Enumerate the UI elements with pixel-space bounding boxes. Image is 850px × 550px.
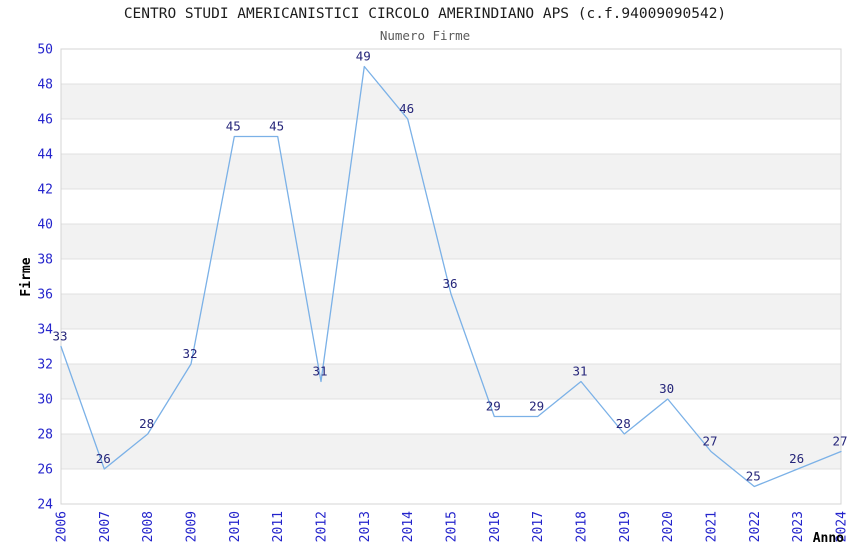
point-label: 28 xyxy=(139,416,154,431)
chart-title: CENTRO STUDI AMERICANISTICI CIRCOLO AMER… xyxy=(123,6,727,22)
x-tick-label: 2010 xyxy=(228,511,243,542)
point-label: 45 xyxy=(226,119,241,134)
y-band xyxy=(61,154,841,189)
y-tick-label: 42 xyxy=(37,183,53,198)
y-band xyxy=(61,84,841,119)
x-tick-label: 2017 xyxy=(531,511,546,542)
x-tick-label: 2013 xyxy=(358,511,373,542)
x-tick-label: 2014 xyxy=(401,511,416,542)
point-label: 30 xyxy=(659,381,674,396)
x-tick-label: 2022 xyxy=(748,511,763,542)
y-tick-label: 30 xyxy=(37,393,53,408)
x-tick-label: 2007 xyxy=(98,511,113,542)
x-tick-label: 2019 xyxy=(618,511,633,542)
plot-area xyxy=(61,49,841,504)
x-tick-label: 2018 xyxy=(575,511,590,542)
point-label: 29 xyxy=(529,399,544,414)
point-label: 46 xyxy=(399,101,414,116)
point-label: 25 xyxy=(746,469,761,484)
y-tick-label: 38 xyxy=(37,253,53,268)
y-tick-label: 46 xyxy=(37,113,53,128)
point-label: 28 xyxy=(616,416,631,431)
point-label: 31 xyxy=(312,364,327,379)
x-tick-label: 2020 xyxy=(661,511,676,542)
chart-subtitle: Numero Firme xyxy=(379,28,471,43)
point-label: 33 xyxy=(52,329,67,344)
y-tick-label: 50 xyxy=(37,43,53,58)
y-band xyxy=(61,294,841,329)
y-band xyxy=(61,224,841,259)
y-band xyxy=(61,434,841,469)
y-band xyxy=(61,364,841,399)
point-label: 31 xyxy=(572,364,587,379)
y-axis-title: Firme xyxy=(19,257,34,296)
point-label: 27 xyxy=(702,434,717,449)
point-label: 26 xyxy=(96,451,111,466)
y-tick-label: 32 xyxy=(37,358,53,373)
point-label: 36 xyxy=(442,276,457,291)
y-tick-label: 40 xyxy=(37,218,53,233)
x-tick-label: 2021 xyxy=(705,511,720,542)
y-tick-label: 28 xyxy=(37,428,53,443)
x-tick-label: 2016 xyxy=(488,511,503,542)
y-tick-label: 26 xyxy=(37,463,53,478)
y-tick-label: 44 xyxy=(37,148,53,163)
point-label: 26 xyxy=(789,451,804,466)
series-line xyxy=(60,65,842,488)
plot-border xyxy=(60,48,842,505)
x-tick-label: 2015 xyxy=(445,511,460,542)
point-label: 27 xyxy=(832,434,847,449)
x-axis-title: Anno xyxy=(813,531,844,546)
point-label: 29 xyxy=(486,399,501,414)
y-tick-label: 36 xyxy=(37,288,53,303)
y-tick-label: 48 xyxy=(37,78,53,93)
y-tick-label: 34 xyxy=(37,323,53,338)
x-tick-label: 2009 xyxy=(185,511,200,542)
x-tick-label: 2023 xyxy=(791,511,806,542)
x-tick-label: 2024 xyxy=(835,511,850,542)
x-tick-label: 2006 xyxy=(55,511,70,542)
x-tick-label: 2012 xyxy=(315,511,330,542)
y-tick-label: 24 xyxy=(37,498,53,513)
point-label: 32 xyxy=(182,346,197,361)
x-tick-label: 2008 xyxy=(141,511,156,542)
point-label: 45 xyxy=(269,119,284,134)
point-label: 49 xyxy=(356,49,371,64)
x-tick-label: 2011 xyxy=(271,511,286,542)
